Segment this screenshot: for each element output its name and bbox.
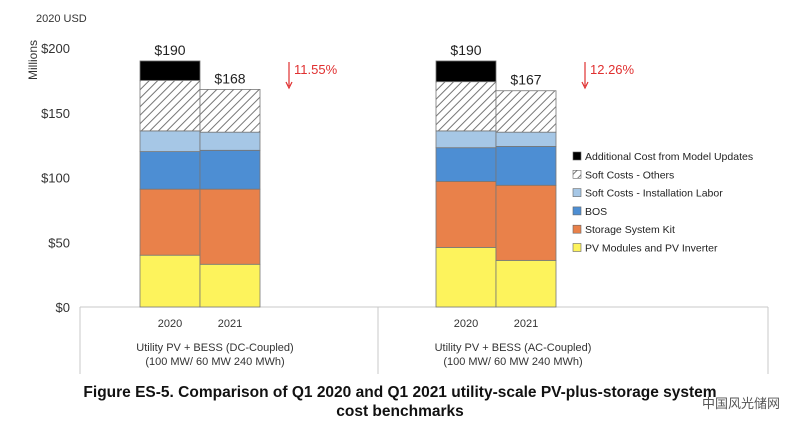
group-sublabel: (100 MW/ 60 MW 240 MWh) [145,356,284,368]
bar-segment-storage_kit [199,188,261,265]
y-tick-label: $100 [41,171,70,186]
y-tick-label: $50 [48,235,70,250]
bar-segment-bos [139,151,201,190]
legend-label-additional_cost: Additional Cost from Model Updates [585,151,753,163]
annotations: $190 $168 11.55% $190 $167 12.26% [154,42,635,90]
bar-segment-soft_others [435,81,497,132]
y-axis-ticks: $0 $50 $100 $150 $200 [41,41,70,315]
legend-label-install_labor: Soft Costs - Installation Labor [585,188,723,200]
bar-segment-bos [495,146,557,186]
legend-label-soft_others: Soft Costs - Others [585,169,674,181]
bar-segment-soft_others [199,89,261,133]
bar-total-label: $168 [214,70,245,86]
cost-benchmark-chart: 2020 USD Millions $0 $50 $100 $150 $200 $190… [26,13,769,374]
y-axis-title: Millions [26,40,40,80]
group-label: Utility PV + BESS (DC-Coupled) [136,342,293,354]
bar-segment-install_labor [495,131,557,147]
group-sublabel: (100 MW/ 60 MW 240 MWh) [443,356,582,368]
bar-segment-pv_modules [495,259,557,308]
reduction-arrow-head [581,81,589,90]
legend-swatch-install_labor [572,188,582,197]
legend-swatch-storage_kit [572,224,582,234]
bar-segment-soft_others [495,90,557,133]
legend-swatch-pv_modules [572,243,582,252]
bar-segment-storage_kit [435,180,497,248]
bar-segment-pv_modules [139,254,201,308]
figure-caption-line1: Figure ES-5. Comparison of Q1 2020 and Q… [83,384,717,401]
x-tick-label: 2020 [158,318,182,330]
x-tick-label: 2021 [218,318,242,330]
legend-swatch-additional_cost [572,151,582,161]
bar-segment-storage_kit [495,184,557,261]
currency-label: 2020 USD [36,13,87,25]
legend: Additional Cost from Model Updates Soft C… [572,151,753,255]
bar-total-label: $190 [450,42,481,58]
legend-swatch-soft_others [572,170,582,179]
bar-segment-pv_modules [435,247,497,308]
legend-label-bos: BOS [585,206,607,218]
bar-segment-bos [435,147,497,182]
legend-label-pv_modules: PV Modules and PV Inverter [585,243,718,255]
x-tick-label: 2021 [514,318,538,330]
bar-total-label: $190 [154,42,185,58]
bar-segment-install_labor [199,131,261,151]
group-label: Utility PV + BESS (AC-Coupled) [435,342,592,354]
bar-segment-install_labor [435,130,497,149]
bars [139,60,557,308]
y-tick-label: $150 [41,106,70,121]
bar-segment-bos [199,149,261,190]
bar-segment-soft_others [139,79,201,132]
legend-swatch-bos [572,206,582,216]
legend-label-storage_kit: Storage System Kit [585,224,675,236]
reduction-label: 12.26% [590,62,635,77]
bar-total-label: $167 [510,72,541,88]
x-tick-label: 2020 [454,318,478,330]
bar-segment-storage_kit [139,188,201,256]
figure-caption-line2: cost benchmarks [336,403,464,420]
x-axis-labels: 2020 2021 Utility PV + BESS (DC-Coupled) (1… [136,318,591,368]
watermark-text: 中国风光储网 [701,397,780,412]
reduction-arrow-head [285,81,293,90]
bar-segment-pv_modules [199,263,261,308]
y-tick-label: $200 [41,41,70,56]
bar-segment-additional_cost [139,60,201,81]
y-tick-label: $0 [56,300,70,315]
bar-segment-additional_cost [435,60,497,83]
bar-segment-install_labor [139,130,201,153]
reduction-label: 11.55% [294,62,338,77]
